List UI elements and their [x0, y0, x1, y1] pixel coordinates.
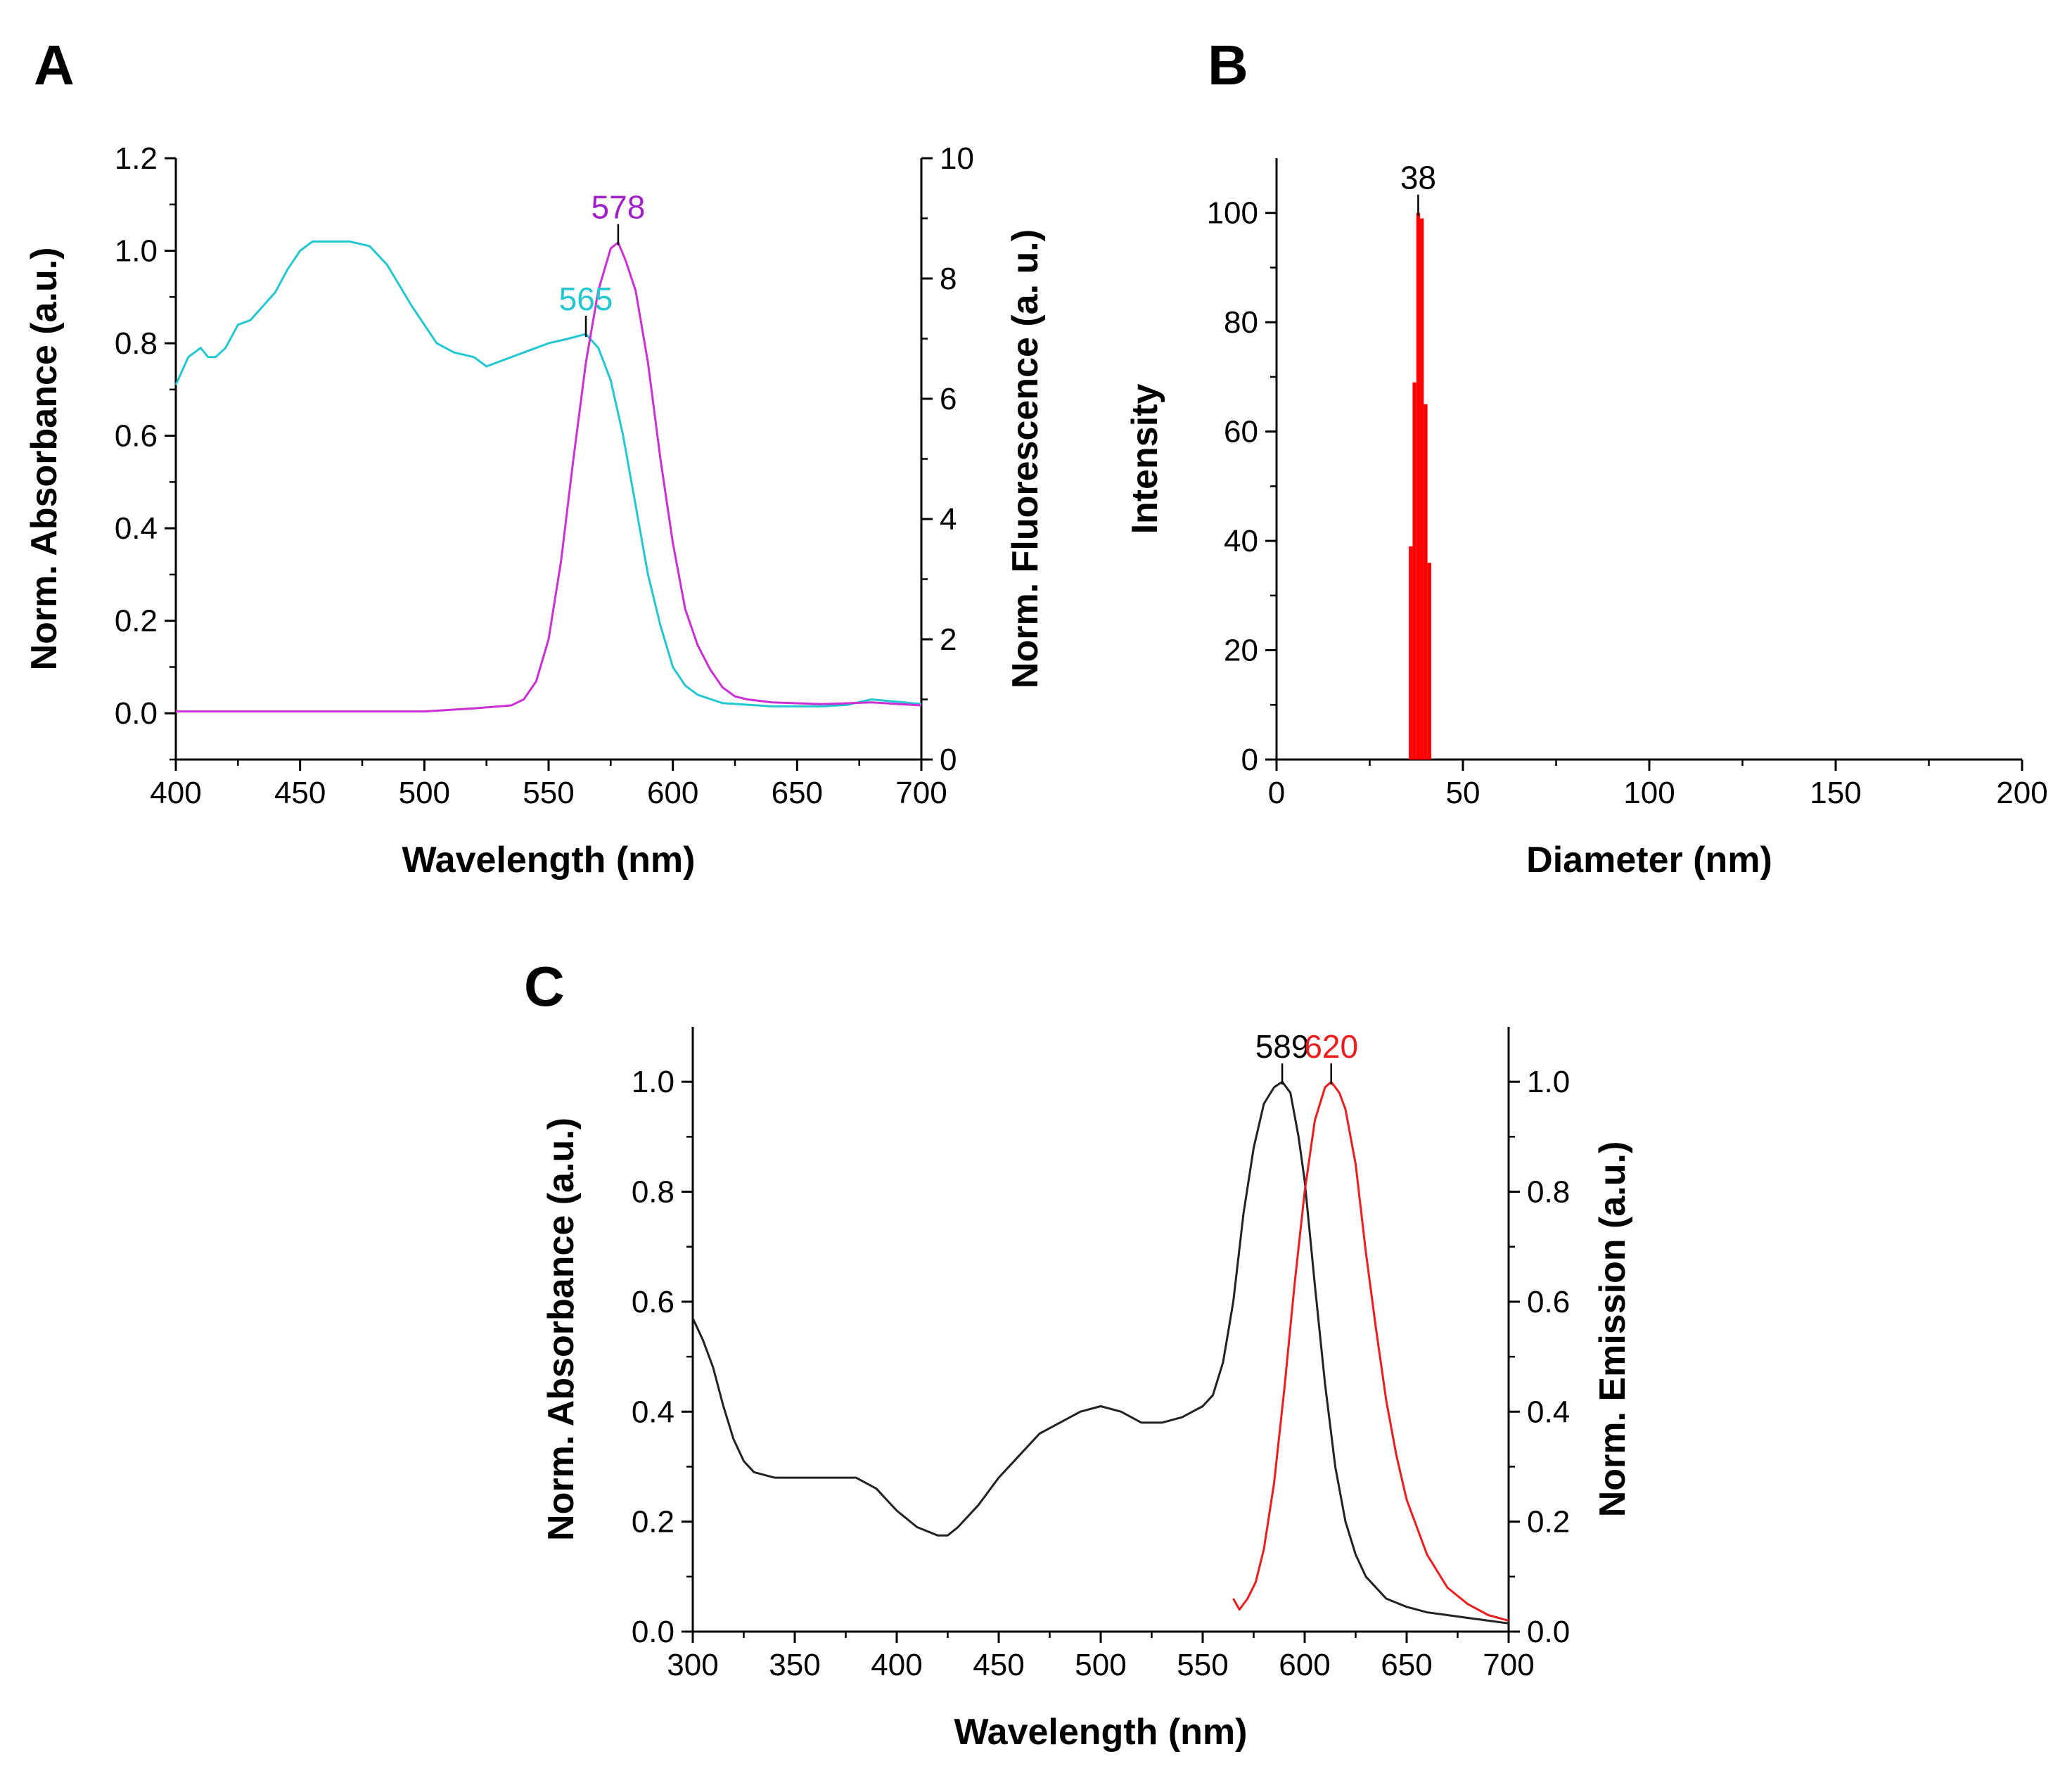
y-axis-title: Norm. Absorbance (a.u.) [541, 1118, 582, 1541]
x-tick-label: 550 [523, 776, 574, 810]
y2-tick-label: 2 [940, 622, 957, 657]
y-tick-label: 60 [1224, 415, 1258, 449]
x-tick-label: 500 [1075, 1648, 1126, 1682]
y2-tick-label: 1.0 [1527, 1065, 1570, 1099]
peak-label: 589 [1255, 1028, 1310, 1065]
y-tick-label: 100 [1207, 196, 1258, 231]
x-tick-label: 300 [667, 1648, 718, 1682]
x-tick-label: 600 [647, 776, 698, 810]
y-axis-title: Norm. Absorbance (a.u.) [24, 248, 65, 671]
y-tick-label: 0.6 [115, 419, 158, 454]
x-axis-title: Diameter (nm) [1526, 840, 1772, 881]
y2-tick-label: 0.0 [1527, 1615, 1570, 1649]
x-tick-label: 350 [769, 1648, 820, 1682]
y2-tick-label: 4 [940, 502, 957, 537]
histogram-bar [1412, 382, 1416, 760]
y-tick-label: 0.8 [632, 1175, 674, 1210]
peak-label: 620 [1304, 1028, 1358, 1065]
y2-tick-label: 0.2 [1527, 1505, 1570, 1539]
y-tick-label: 0.8 [115, 326, 158, 361]
y2-tick-label: 0.8 [1527, 1175, 1570, 1210]
y-tick-label: 0.6 [632, 1285, 674, 1319]
x-tick-label: 500 [399, 776, 450, 810]
x-tick-label: 600 [1279, 1648, 1330, 1682]
x-tick-label: 0 [1268, 776, 1285, 810]
x-tick-label: 550 [1177, 1648, 1228, 1682]
y-tick-label: 1.0 [632, 1065, 674, 1099]
y2-tick-label: 8 [940, 262, 957, 296]
y-tick-label: 1.2 [115, 141, 158, 176]
histogram-bar [1427, 563, 1431, 760]
y-tick-label: 0.2 [115, 604, 158, 639]
y-tick-label: 0.4 [115, 511, 158, 546]
y-tick-label: 40 [1224, 524, 1258, 558]
y-tick-label: 0 [1241, 743, 1258, 777]
x-tick-label: 450 [274, 776, 326, 810]
series-line-fluorescence [176, 241, 922, 713]
panel-label-b: B [1208, 34, 1248, 96]
histogram-bar [1420, 218, 1424, 760]
x-tick-label: 700 [1483, 1648, 1534, 1682]
peak-label: 38 [1400, 160, 1436, 196]
x-axis-title: Wavelength (nm) [954, 1712, 1248, 1753]
series-line-absorbance [174, 240, 922, 707]
panel-label-a: A [34, 34, 75, 96]
panel-c: 300 350 400 450 500 550 600 650 7000.00.20.40.60… [541, 1027, 1633, 1753]
x-tick-label: 50 [1446, 776, 1481, 810]
histogram-bar [1424, 404, 1428, 760]
peak-label: 578 [591, 189, 646, 226]
y-tick-label: 0.2 [632, 1505, 674, 1539]
x-tick-label: 700 [895, 776, 947, 810]
panel-b: 0 50 100 150 200 0 20 40 60 80 100 Diameter (nm) Int… [1125, 158, 2048, 881]
y2-axis-title: Norm. Emission (a.u.) [1592, 1141, 1633, 1518]
panel-a: 400 450 500 550 600 650 700 0.0 0.2 0.4 0.6 0.8 1.0 1… [24, 141, 1046, 881]
x-tick-label: 400 [150, 776, 201, 810]
series-line-absorbance [691, 1080, 1509, 1625]
y2-tick-label: 6 [940, 382, 957, 416]
x-tick-label: 650 [772, 776, 823, 810]
y2-tick-label: 0.4 [1527, 1395, 1570, 1429]
y2-tick-label: 10 [940, 141, 974, 176]
y-axis-title: Intensity [1125, 384, 1165, 534]
y-tick-label: 1.0 [115, 234, 158, 269]
y-tick-label: 80 [1224, 305, 1258, 340]
y-tick-label: 0.4 [632, 1395, 674, 1429]
y-tick-label: 20 [1224, 634, 1258, 668]
series-line-emission [1232, 1080, 1509, 1622]
histogram-bar [1416, 212, 1421, 760]
y2-axis-title: Norm. Fluorescence (a. u.) [1005, 229, 1046, 689]
y-tick-label: 0.0 [632, 1615, 674, 1649]
x-tick-label: 450 [973, 1648, 1024, 1682]
x-tick-label: 100 [1623, 776, 1675, 810]
x-axis-title: Wavelength (nm) [402, 840, 696, 881]
x-tick-label: 650 [1381, 1648, 1432, 1682]
peak-label: 565 [559, 281, 613, 317]
x-tick-label: 400 [871, 1648, 922, 1682]
histogram-bar [1409, 546, 1413, 760]
y-tick-label: 0.0 [115, 696, 158, 731]
y2-tick-label: 0 [940, 743, 957, 777]
y2-tick-label: 0.6 [1527, 1285, 1570, 1319]
panel-label-c: C [524, 955, 565, 1018]
x-tick-label: 200 [1996, 776, 2047, 810]
x-tick-label: 150 [1810, 776, 1861, 810]
